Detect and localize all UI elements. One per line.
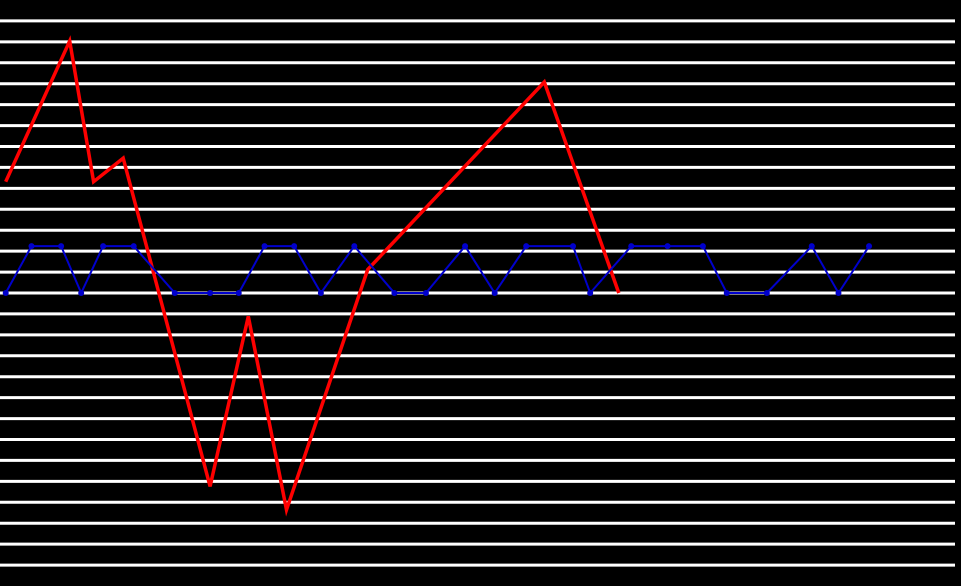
series-1-point-10 <box>291 243 298 250</box>
series-1-point-23 <box>723 290 730 296</box>
series-1-point-24 <box>763 290 770 296</box>
series-1-point-19 <box>587 290 594 296</box>
series-1-point-3 <box>78 290 85 296</box>
series-layer <box>2 35 873 517</box>
gridlines <box>0 19 955 567</box>
series-1-point-1 <box>28 243 35 250</box>
series-1-point-0 <box>2 290 9 296</box>
series-1-point-12 <box>351 243 358 250</box>
series-1-point-2 <box>58 243 65 250</box>
series-1-point-16 <box>491 290 498 296</box>
series-1-point-11 <box>317 290 324 296</box>
series-1-point-26 <box>835 290 842 296</box>
series-1-point-9 <box>261 243 268 250</box>
series-1-point-17 <box>523 243 530 250</box>
series-1-point-20 <box>628 243 635 250</box>
series-1-point-4 <box>100 243 107 250</box>
series-1-point-13 <box>391 290 398 296</box>
series-1-point-21 <box>664 243 671 250</box>
series-1-point-18 <box>570 243 576 250</box>
series-1-point-25 <box>808 243 815 250</box>
series-1-point-22 <box>699 243 706 250</box>
series-1-point-8 <box>235 290 242 296</box>
series-1-point-5 <box>130 243 137 250</box>
series-line-0 <box>4 35 621 517</box>
series-1-point-27 <box>866 243 873 250</box>
series-1-point-15 <box>462 243 469 250</box>
series-1-point-6 <box>171 290 178 296</box>
series-1-point-7 <box>207 290 214 296</box>
series-line-1 <box>4 244 870 296</box>
series-1-point-14 <box>422 290 429 296</box>
